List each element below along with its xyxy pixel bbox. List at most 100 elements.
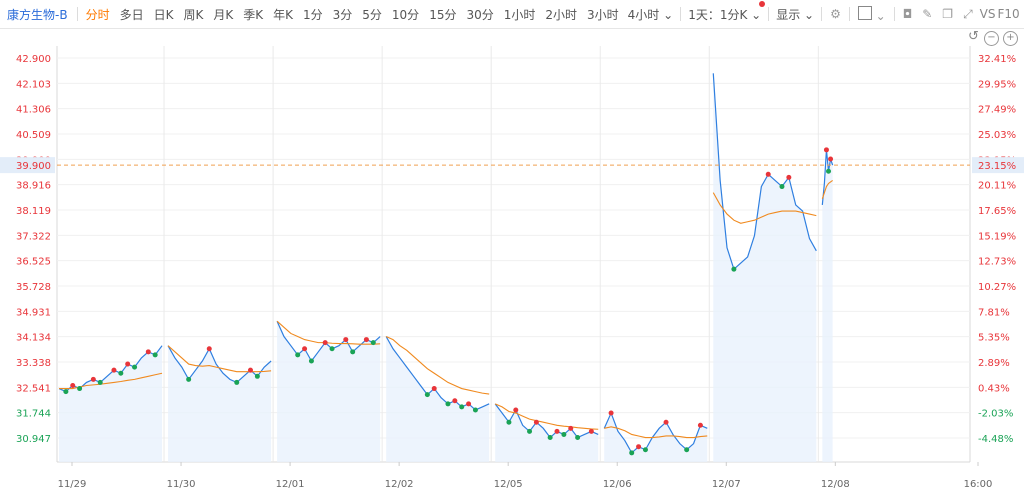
trough-marker — [472, 407, 478, 413]
price-line-12/01 — [276, 320, 381, 363]
x-tick-label: 16:00 — [964, 479, 993, 490]
peak-marker — [608, 410, 614, 416]
price-area-12/07 — [713, 73, 817, 462]
trough-marker — [459, 404, 465, 410]
y-tick-left: 34.134 — [16, 333, 51, 344]
y-tick-right: -2.03% — [978, 409, 1013, 420]
x-tick-label: 12/06 — [603, 479, 632, 490]
trough-marker — [527, 428, 533, 434]
avg-line-11/30 — [167, 345, 272, 373]
timeframe-tab-12[interactable]: 30分 — [466, 7, 494, 22]
y-tick-right: 27.49% — [978, 105, 1016, 116]
trough-marker — [308, 358, 314, 364]
trough-marker — [642, 447, 648, 453]
y-tick-left: 41.306 — [16, 105, 51, 116]
timeframe-tab-5[interactable]: 季K — [243, 7, 264, 22]
timeframe-4h-dropdown[interactable]: 4小时 ⌄ — [624, 6, 678, 23]
y-tick-right: 2.89% — [978, 358, 1010, 369]
price-line-11/30 — [167, 345, 272, 384]
timeframe-tab-9[interactable]: 5分 — [362, 7, 382, 22]
zoom-controls: ↺ − + — [967, 29, 1018, 46]
timeframe-tab-7[interactable]: 1分 — [302, 7, 323, 22]
toolbar-divider — [848, 7, 850, 21]
timeframe-tab-10[interactable]: 10分 — [391, 7, 420, 22]
peak-marker — [452, 398, 458, 404]
x-tick-label: 11/30 — [167, 479, 196, 490]
settings-icon[interactable]: ⚙ — [830, 7, 841, 21]
pen-icon[interactable]: ✎ — [922, 7, 933, 21]
chevron-down-icon: ⌄ — [659, 7, 674, 22]
stock-name[interactable]: 康方生物-B — [7, 7, 68, 22]
timeframe-tab-14[interactable]: 2小时 — [545, 7, 578, 22]
peak-marker — [431, 386, 437, 392]
f10-button[interactable]: F10 — [997, 7, 1020, 21]
toolbar-divider — [821, 7, 823, 21]
timeframe-tab-0[interactable]: 分时 — [85, 7, 110, 22]
trough-marker — [234, 379, 240, 385]
timeframe-tab-4[interactable]: 月K — [213, 7, 234, 22]
timeframe-tab-13[interactable]: 1小时 — [503, 7, 536, 22]
trough-marker — [329, 346, 335, 352]
toolbar-divider — [768, 7, 770, 21]
interval-label: 1天：1分K — [688, 7, 748, 22]
x-tick-label: 12/01 — [276, 479, 305, 490]
zoom-in-icon[interactable]: + — [1003, 31, 1018, 46]
chevron-down-icon: ⌄ — [800, 7, 815, 22]
timeframe-tab-6[interactable]: 年K — [273, 7, 293, 22]
trough-marker — [684, 447, 690, 453]
trough-marker — [186, 376, 192, 382]
peak-marker — [554, 428, 560, 434]
timeframe-tab-3[interactable]: 周K — [183, 7, 204, 22]
price-area-12/02 — [386, 336, 490, 462]
timeframe-tab-2[interactable]: 日K — [153, 7, 174, 22]
y-tick-right: 15.19% — [978, 231, 1016, 242]
y-tick-left: 35.728 — [16, 282, 51, 293]
reset-icon[interactable]: ↺ — [968, 29, 979, 44]
y-tick-right: 0.43% — [978, 383, 1010, 394]
y-tick-left: 37.322 — [16, 231, 51, 242]
y-tick-left: 33.338 — [16, 358, 51, 369]
timeframe-tab-1[interactable]: 多日 — [119, 7, 144, 22]
y-tick-left: 32.541 — [16, 383, 51, 394]
peak-marker — [786, 174, 792, 180]
trough-marker — [575, 435, 581, 441]
y-tick-right: 5.35% — [978, 333, 1010, 344]
price-area-11/30 — [168, 345, 272, 462]
trough-marker — [152, 352, 158, 358]
avg-line-12/07 — [712, 192, 817, 224]
timeframe-tab-8[interactable]: 3分 — [332, 7, 353, 22]
timeframe-4h-label: 4小时 — [627, 7, 660, 22]
interval-dropdown[interactable]: 1天：1分K ⌄ — [684, 0, 766, 23]
price-line-12/07 — [712, 73, 817, 271]
peak-marker — [765, 171, 771, 177]
timeframe-tab-15[interactable]: 3小时 — [587, 7, 619, 22]
trough-marker — [506, 419, 512, 425]
trough-marker — [424, 392, 430, 398]
peak-marker — [363, 337, 369, 343]
indicator-box-icon[interactable]: ⌄ — [857, 5, 886, 23]
display-label: 显示 — [776, 7, 801, 22]
peak-marker — [588, 428, 594, 434]
zoom-out-icon[interactable]: − — [984, 31, 999, 46]
trough-marker — [445, 401, 451, 407]
y-tick-right: 25.03% — [978, 130, 1016, 141]
peak-marker — [636, 444, 642, 450]
x-tick-label: 12/07 — [712, 479, 741, 490]
x-tick-label: 12/05 — [494, 479, 523, 490]
y-tick-right: 29.95% — [978, 79, 1016, 90]
vs-button[interactable]: VS — [979, 7, 996, 21]
trough-marker — [254, 373, 260, 379]
price-line-11/29 — [58, 345, 163, 393]
display-dropdown[interactable]: 显示 ⌄ — [772, 6, 818, 23]
notification-dot — [759, 0, 766, 7]
camera-icon[interactable]: ◘ — [902, 7, 913, 21]
y-tick-right: 12.73% — [978, 257, 1016, 268]
fullscreen-icon[interactable]: ⤢ — [963, 6, 973, 21]
avg-line-11/29 — [59, 372, 163, 390]
timeframe-tab-11[interactable]: 15分 — [429, 7, 457, 22]
trough-marker — [826, 168, 832, 174]
y-tick-left: 42.900 — [16, 54, 51, 65]
avg-line-12/05 — [494, 403, 599, 430]
copy-icon[interactable]: ❐ — [942, 7, 954, 21]
